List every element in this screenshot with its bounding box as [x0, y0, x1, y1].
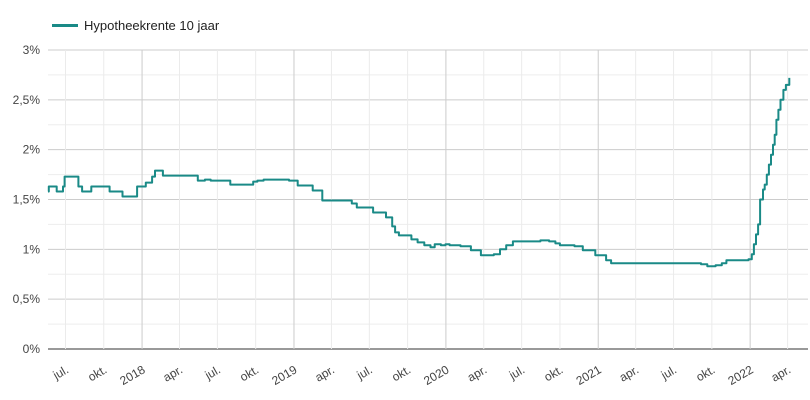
x-tick-label: jul.: [658, 362, 679, 382]
x-tick-label: jul.: [202, 362, 223, 382]
x-tick-label: jul.: [506, 362, 527, 382]
x-tick-label: 2020: [421, 362, 451, 388]
grid: [48, 49, 808, 350]
x-tick-label: 2022: [726, 362, 756, 388]
y-tick-label: 0,5%: [13, 292, 41, 306]
x-tick-label: 2018: [117, 362, 147, 388]
y-tick-label: 1,5%: [13, 193, 41, 207]
legend-swatch: [52, 24, 78, 27]
series-layer: [47, 77, 791, 268]
x-tick-label: apr.: [465, 362, 489, 384]
x-tick-label: okt.: [237, 362, 261, 384]
x-tick-label: okt.: [389, 362, 413, 384]
legend-label: Hypotheekrente 10 jaar: [84, 18, 220, 33]
y-tick-label: 1%: [23, 242, 41, 256]
x-tick-label: jul.: [354, 362, 375, 382]
x-tick-label: jul.: [50, 362, 71, 382]
x-tick-label: apr.: [769, 362, 793, 384]
x-axis: jul. okt. 2018 apr. jul. okt. 2019 apr. jul. okt.…: [50, 362, 793, 388]
x-tick-label: okt.: [542, 362, 566, 384]
series-line-hypotheekrente: [47, 77, 791, 268]
y-axis: 0% 0,5% 1% 1,5% 2% 2,5% 3%: [13, 43, 41, 356]
x-tick-label: 2021: [574, 362, 604, 388]
x-tick-label: apr.: [161, 362, 185, 384]
x-tick-label: okt.: [694, 362, 718, 384]
y-tick-label: 2%: [23, 143, 41, 157]
x-tick-label: okt.: [86, 362, 110, 384]
y-tick-label: 0%: [23, 342, 41, 356]
x-tick-label: apr.: [617, 362, 641, 384]
x-tick-label: apr.: [313, 362, 337, 384]
x-tick-label: 2019: [269, 362, 299, 388]
y-tick-label: 3%: [23, 43, 41, 57]
y-tick-label: 2,5%: [13, 93, 41, 107]
legend[interactable]: Hypotheekrente 10 jaar: [52, 18, 219, 33]
